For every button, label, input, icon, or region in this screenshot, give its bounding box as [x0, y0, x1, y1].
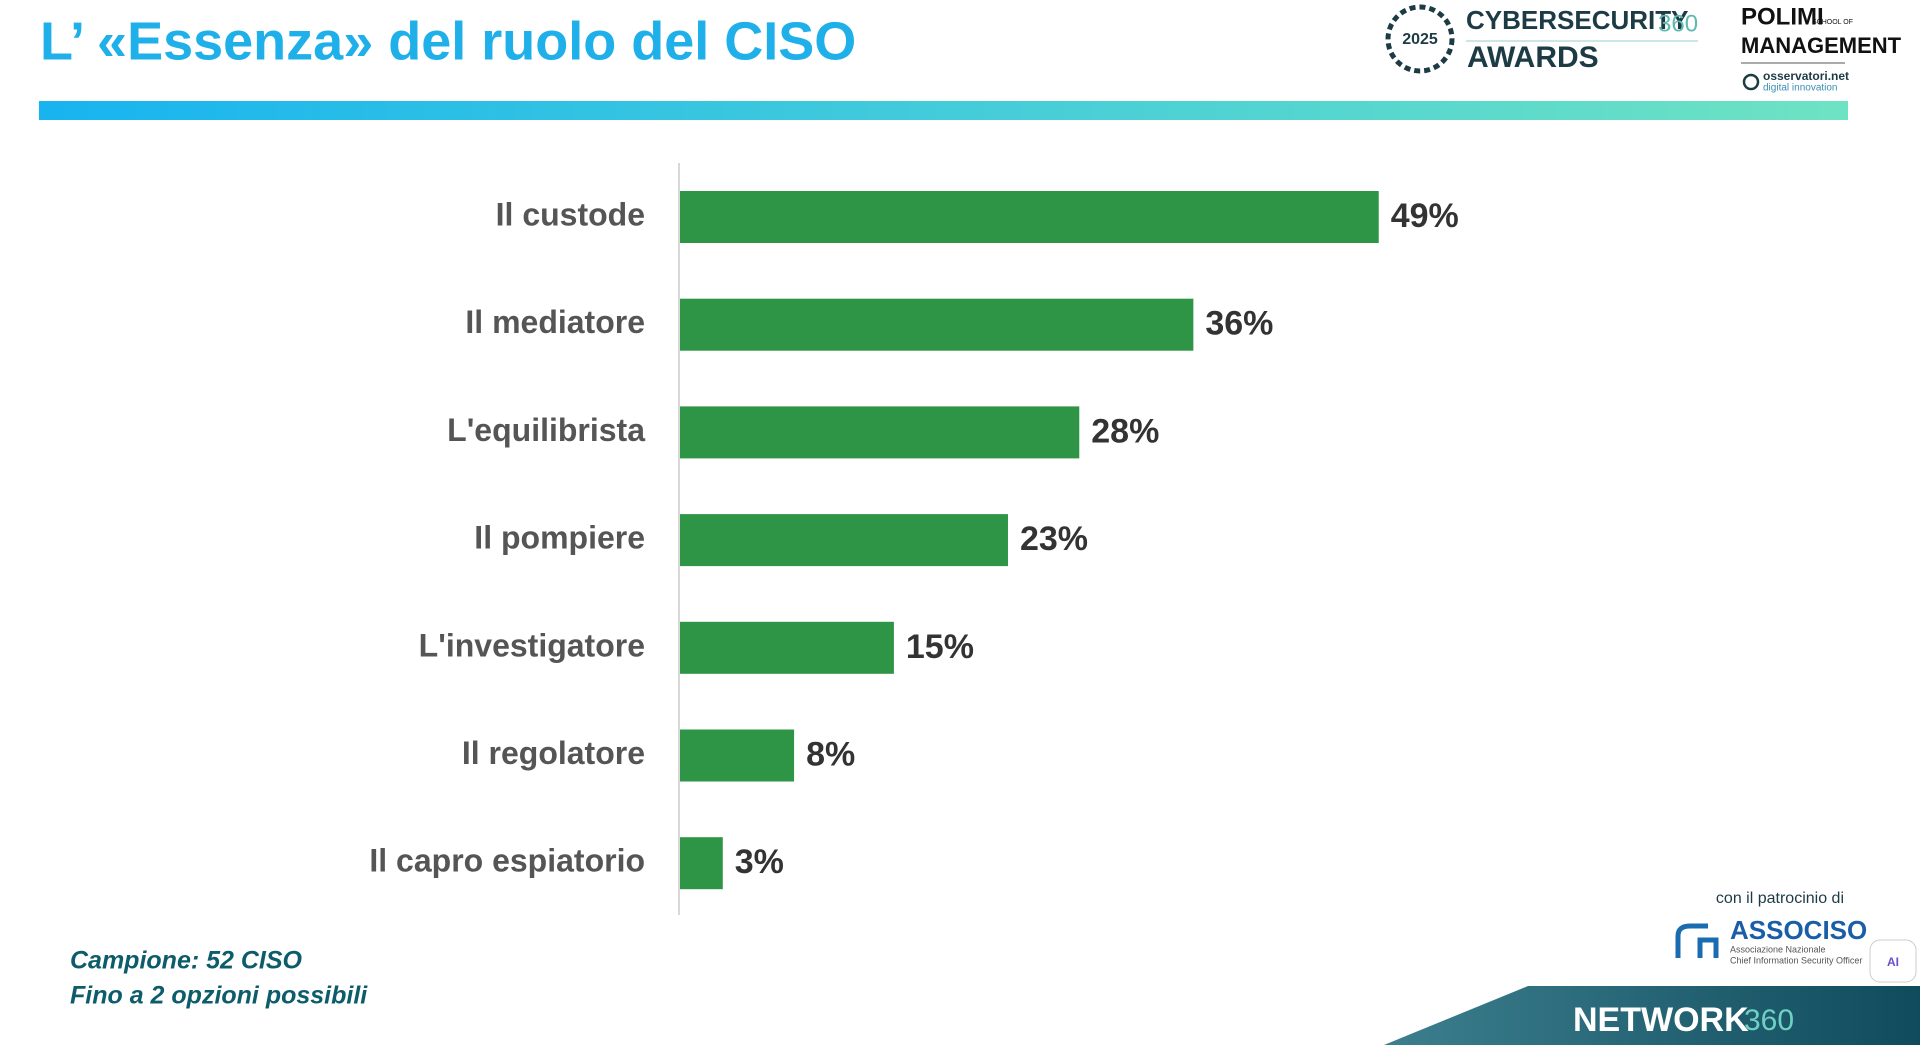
network-banner: [1384, 986, 1920, 1045]
bar: [680, 191, 1379, 243]
logo-text: ASSOCISO: [1730, 915, 1867, 945]
value-label: 36%: [1205, 305, 1273, 343]
category-label: L'investigatore: [419, 627, 645, 663]
category-label: Il capro espiatorio: [369, 843, 645, 879]
logo-text: Associazione Nazionale: [1730, 944, 1826, 954]
bar: [680, 837, 723, 890]
logo-text: POLIMI: [1741, 3, 1824, 30]
category-label: Il mediatore: [465, 304, 645, 340]
associso-icon: [1675, 923, 1719, 958]
logo-text: 360: [1658, 10, 1698, 37]
logo-text: CYBERSECURITY: [1466, 5, 1688, 35]
logo-text: Chief Information Security Officer: [1730, 955, 1862, 965]
logo-text: AWARDS: [1467, 41, 1599, 74]
footnote: Fino a 2 opzioni possibili: [70, 982, 368, 1010]
award-year: 2025: [1402, 31, 1438, 48]
bar: [680, 729, 795, 782]
laurel: [1385, 4, 1455, 74]
patronage: con il patrocinio di: [1716, 890, 1844, 907]
value-label: 15%: [906, 628, 974, 666]
title-band: [39, 101, 1848, 120]
ai-widget[interactable]: [1869, 939, 1917, 983]
logo-text: SCHOOL OF: [1812, 19, 1853, 26]
category-label: Il custode: [496, 196, 645, 232]
category-label: Il regolatore: [462, 735, 645, 771]
category-label: Il pompiere: [474, 520, 645, 556]
slide-title: L’ «Essenza» del ruolo del CISO: [40, 11, 856, 71]
logo-text: NETWORK: [1573, 1001, 1749, 1039]
bar: [680, 621, 894, 674]
bar: [680, 514, 1008, 567]
logo-text: MANAGEMENT: [1741, 33, 1902, 58]
logo-text: 360: [1744, 1004, 1794, 1037]
logo-text: digital innovation: [1763, 83, 1838, 94]
ai-widget-label[interactable]: AI: [1887, 955, 1899, 969]
category-label: L'equilibrista: [447, 412, 645, 448]
value-label: 28%: [1091, 412, 1159, 450]
value-label: 49%: [1391, 197, 1459, 235]
footnote: Campione: 52 CISO: [70, 947, 303, 975]
value-label: 23%: [1020, 520, 1088, 558]
bar: [680, 406, 1080, 459]
bar: [680, 298, 1194, 351]
icon: [1742, 73, 1760, 91]
logo-text: osservatori.net: [1763, 69, 1849, 83]
value-label: 8%: [806, 735, 855, 773]
value-label: 3%: [735, 843, 784, 881]
